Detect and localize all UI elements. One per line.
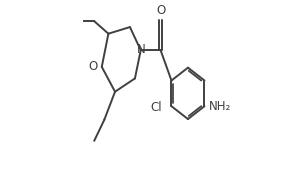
Text: NH₂: NH₂ <box>209 100 231 113</box>
Text: O: O <box>156 4 165 17</box>
Text: O: O <box>88 60 98 73</box>
Text: Cl: Cl <box>151 101 162 114</box>
Text: N: N <box>137 43 146 56</box>
